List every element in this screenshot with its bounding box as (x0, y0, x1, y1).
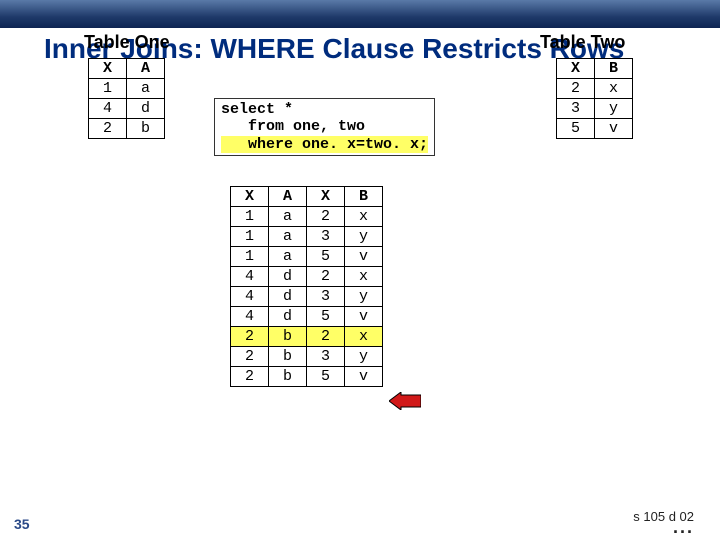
table-cell: 4 (231, 287, 269, 307)
table-cell: 5 (307, 367, 345, 387)
table-cell: 2 (231, 327, 269, 347)
table-two: XB2x3y5v (556, 58, 633, 139)
table-header-cell: A (127, 59, 165, 79)
table-cell: a (269, 247, 307, 267)
table-header-cell: X (231, 187, 269, 207)
label-table-one: Table One (84, 32, 170, 53)
table-header-cell: A (269, 187, 307, 207)
table-cell: d (269, 307, 307, 327)
code-line-1: select * (221, 101, 293, 118)
ellipsis-icon: ... (673, 517, 694, 538)
table-cell: a (269, 227, 307, 247)
table-cell: b (269, 327, 307, 347)
table-cell: 4 (231, 307, 269, 327)
table-cell: 3 (307, 287, 345, 307)
table-cell: v (345, 367, 383, 387)
table-cell: 2 (231, 367, 269, 387)
page-number: 35 (14, 516, 30, 532)
table-cell: a (269, 207, 307, 227)
label-table-two: Table Two (540, 32, 625, 53)
table-cell: y (345, 347, 383, 367)
table-header-cell: B (595, 59, 633, 79)
table-cell: 5 (307, 247, 345, 267)
table-row: 4d5v (231, 307, 383, 327)
table-row: 2b2x (231, 327, 383, 347)
table-cell: 1 (231, 227, 269, 247)
table-row: 2x (557, 79, 633, 99)
table-cell: 5 (307, 307, 345, 327)
table-cell: 5 (557, 119, 595, 139)
table-row: 3y (557, 99, 633, 119)
table-cell: x (595, 79, 633, 99)
table-cell: d (269, 287, 307, 307)
table-row: 1a3y (231, 227, 383, 247)
table-cell: 2 (557, 79, 595, 99)
table-cell: 3 (307, 227, 345, 247)
table-cell: a (127, 79, 165, 99)
table-row: 1a2x (231, 207, 383, 227)
table-row: 5v (557, 119, 633, 139)
table-cell: d (269, 267, 307, 287)
table-cell: 4 (89, 99, 127, 119)
table-row: 2b5v (231, 367, 383, 387)
table-row: 2b (89, 119, 165, 139)
table-cell: 2 (307, 207, 345, 227)
table-header-cell: X (89, 59, 127, 79)
table-cell: 2 (231, 347, 269, 367)
table-one: XA1a4d2b (88, 58, 165, 139)
table-row: 4d2x (231, 267, 383, 287)
table-cell: v (345, 307, 383, 327)
header-bar (0, 0, 720, 28)
table-cell: x (345, 207, 383, 227)
table-cell: 3 (557, 99, 595, 119)
table-cell: y (595, 99, 633, 119)
table-cell: b (269, 347, 307, 367)
table-row: 2b3y (231, 347, 383, 367)
table-cell: 1 (89, 79, 127, 99)
pointer-arrow-icon (389, 392, 421, 410)
table-row: 1a (89, 79, 165, 99)
table-cell: y (345, 287, 383, 307)
code-line-3-highlight: where one. x=two. x; (221, 136, 428, 153)
table-cell: 1 (231, 247, 269, 267)
table-cell: b (127, 119, 165, 139)
table-cell: x (345, 327, 383, 347)
table-cell: 2 (307, 267, 345, 287)
table-cell: v (345, 247, 383, 267)
table-row: 1a5v (231, 247, 383, 267)
table-header-cell: B (345, 187, 383, 207)
table-header-cell: X (557, 59, 595, 79)
table-cell: 2 (89, 119, 127, 139)
table-cell: 3 (307, 347, 345, 367)
table-row: 4d (89, 99, 165, 119)
table-cell: d (127, 99, 165, 119)
table-cell: y (345, 227, 383, 247)
table-cell: 2 (307, 327, 345, 347)
table-cell: 1 (231, 207, 269, 227)
table-row: 4d3y (231, 287, 383, 307)
table-cell: b (269, 367, 307, 387)
table-cell: v (595, 119, 633, 139)
result-table: XAXB1a2x1a3y1a5v4d2x4d3y4d5v2b2x2b3y2b5v (230, 186, 383, 387)
code-line-2: from one, two (221, 118, 365, 135)
table-header-cell: X (307, 187, 345, 207)
table-cell: 4 (231, 267, 269, 287)
table-cell: x (345, 267, 383, 287)
sql-code-box: select * from one, two where one. x=two.… (214, 98, 435, 156)
